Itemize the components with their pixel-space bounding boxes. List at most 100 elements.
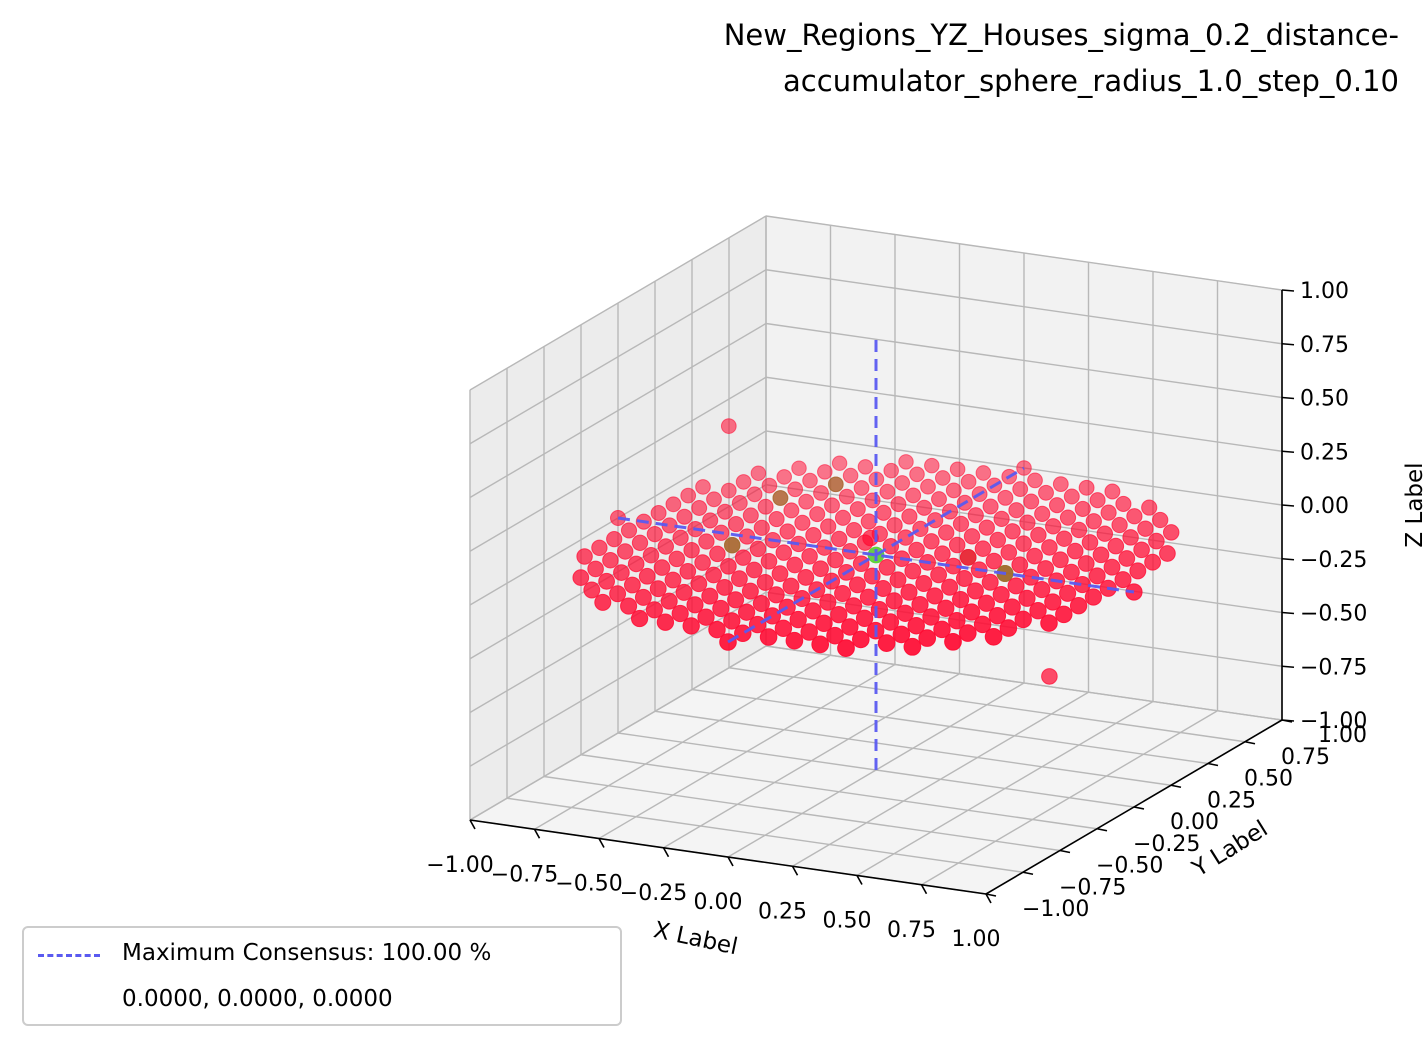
y-tick-label: 0.25	[1207, 788, 1256, 813]
data-point	[752, 594, 770, 613]
data-point	[691, 500, 708, 516]
data-point	[702, 512, 719, 529]
data-point	[800, 623, 818, 641]
data-point	[955, 570, 973, 587]
gridline	[469, 322, 767, 499]
legend-label: Maximum Consensus: 100.00 %	[122, 940, 492, 966]
data-point	[656, 613, 675, 631]
z-tick-label: −0.50	[1300, 602, 1367, 627]
data-point	[638, 567, 656, 585]
data-point	[727, 591, 745, 609]
data-point	[997, 489, 1014, 506]
data-point	[1007, 577, 1025, 595]
data-point	[1027, 472, 1043, 489]
chart-title-line-2: accumulator_sphere_radius_1.0_step_0.10	[783, 64, 1399, 98]
data-point	[1008, 502, 1025, 519]
x-tick	[469, 819, 476, 830]
data-point	[862, 529, 879, 547]
x-tick-label: −0.75	[491, 862, 558, 887]
x-axis-label: X Label	[651, 917, 740, 960]
data-point	[797, 568, 815, 586]
data-point	[882, 538, 900, 555]
data-point	[948, 536, 966, 554]
data-point	[896, 604, 914, 622]
gridline	[765, 322, 1283, 399]
data-point	[774, 619, 793, 638]
y-tick	[1022, 871, 1034, 876]
data-point	[724, 537, 741, 554]
data-point	[924, 457, 940, 474]
data-point	[1059, 509, 1077, 526]
data-point	[907, 616, 925, 635]
data-point	[576, 548, 593, 565]
x-tick-label: −1.00	[426, 853, 493, 878]
data-point	[1014, 610, 1032, 629]
data-point	[695, 479, 711, 495]
data-point	[772, 490, 789, 506]
x-tick-label: 0.00	[694, 890, 743, 915]
data-point	[741, 582, 759, 600]
y-tick	[1244, 740, 1256, 745]
data-point	[904, 562, 922, 580]
data-point	[981, 573, 999, 591]
z-tick-label: 0.25	[1300, 440, 1349, 465]
data-point	[731, 495, 748, 511]
data-point	[844, 597, 863, 615]
data-point	[1084, 588, 1103, 606]
data-point	[572, 569, 590, 586]
data-point	[817, 464, 833, 480]
data-point	[892, 625, 911, 644]
data-point	[963, 528, 981, 545]
data-point	[973, 615, 992, 634]
data-point	[783, 502, 800, 519]
data-point	[831, 455, 848, 471]
data-point	[771, 565, 789, 583]
y-tick	[1096, 827, 1108, 832]
data-point	[672, 529, 689, 546]
data-point	[646, 525, 663, 543]
data-point	[598, 572, 615, 590]
y-tick	[1133, 806, 1145, 810]
data-point	[1152, 511, 1169, 529]
data-point	[583, 581, 601, 599]
data-point	[749, 540, 767, 558]
data-point	[842, 467, 859, 484]
data-point	[959, 549, 977, 566]
data-point	[1070, 521, 1088, 539]
data-point	[690, 575, 708, 593]
data-point	[826, 626, 844, 645]
y-tick-label: −1.00	[1022, 897, 1089, 922]
y-tick	[1170, 784, 1182, 789]
data-point	[958, 624, 977, 642]
data-point	[671, 604, 689, 623]
data-point	[831, 530, 848, 548]
data-point	[934, 470, 951, 486]
data-point	[1141, 499, 1158, 516]
x-tick	[920, 884, 928, 895]
data-point	[742, 507, 759, 524]
data-point	[1038, 484, 1054, 501]
data-point	[827, 551, 844, 569]
data-point	[916, 499, 933, 516]
data-point	[1019, 514, 1036, 531]
data-point	[709, 545, 726, 563]
data-point	[1092, 546, 1110, 564]
data-point	[753, 519, 770, 536]
data-point	[1052, 476, 1069, 493]
data-points	[572, 418, 1180, 685]
data-point	[1052, 551, 1069, 569]
data-point	[706, 491, 722, 508]
data-point	[982, 498, 999, 515]
data-point	[1037, 560, 1055, 577]
data-point	[776, 469, 792, 485]
legend-dashed-line-icon	[38, 954, 100, 957]
data-point	[1012, 481, 1029, 498]
data-point	[923, 533, 940, 550]
data-point	[941, 578, 959, 596]
data-point	[967, 507, 984, 524]
data-point	[1030, 526, 1047, 544]
data-point	[620, 597, 638, 615]
data-point	[775, 544, 793, 561]
data-point	[905, 487, 922, 504]
data-point	[1126, 508, 1143, 525]
